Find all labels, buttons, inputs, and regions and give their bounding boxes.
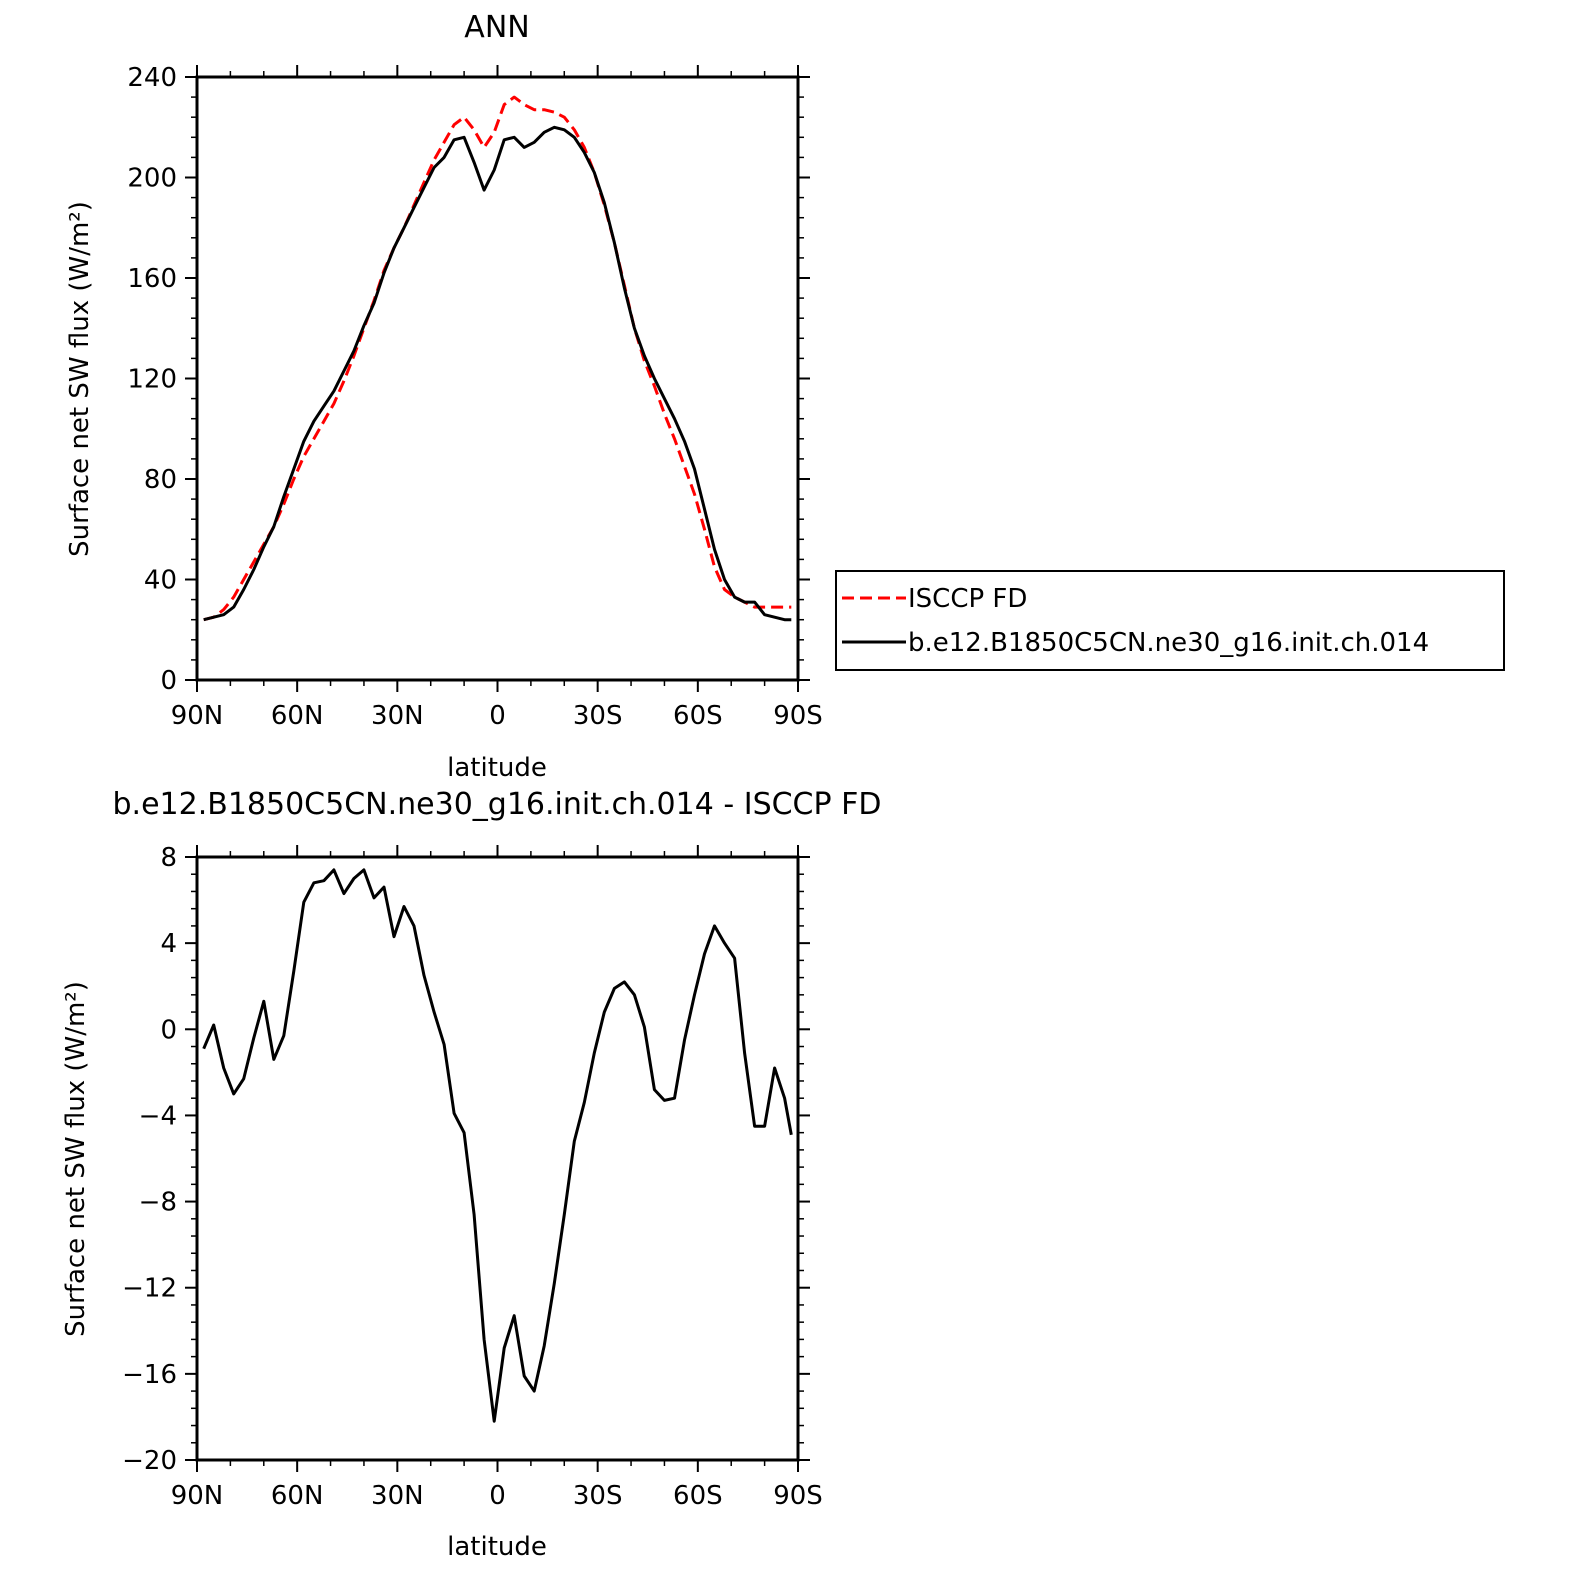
y-tick-label: −16	[122, 1360, 177, 1390]
x-tick-label: 30S	[573, 701, 623, 731]
y-tick-label: −4	[139, 1101, 177, 1131]
difference-chart: b.e12.B1850C5CN.ne30_g16.init.ch.014 - I…	[61, 787, 881, 1562]
ticks-layer: 90N 60N 30N 0 30S 60S 90S −20 −16 −12 −8 −4 0 4 8	[122, 843, 823, 1511]
legend-frame	[835, 570, 1505, 671]
mean-flux-chart: ANN 90N 60N 30N 0 30S 60S 90S 0 40 80 120 160 200 240…	[65, 10, 823, 783]
x-tick-label: 0	[489, 701, 506, 731]
x-tick-label: 30S	[573, 1481, 623, 1511]
x-axis-title: latitude	[447, 1532, 547, 1562]
y-tick-label: 8	[160, 843, 177, 873]
x-tick-label: 30N	[371, 701, 424, 731]
legend-label-model: b.e12.B1850C5CN.ne30_g16.init.ch.014	[908, 628, 1429, 658]
y-axis-title: Surface net SW flux (W/m²)	[61, 981, 91, 1337]
x-tick-label: 60N	[271, 701, 324, 731]
y-tick-label: 80	[144, 465, 177, 495]
series-line-1	[203, 125, 792, 622]
x-axis-title: latitude	[447, 753, 547, 783]
x-tick-label: 60S	[673, 701, 723, 731]
series-line-0	[203, 95, 792, 622]
y-tick-label: 160	[127, 264, 177, 294]
x-tick-label: 60S	[673, 1481, 723, 1511]
y-tick-label: 40	[144, 566, 177, 596]
chart-title: ANN	[464, 10, 529, 45]
legend-label-isccp: ISCCP FD	[908, 584, 1027, 614]
x-tick-label: 90S	[773, 701, 823, 731]
x-tick-label: 0	[489, 1481, 506, 1511]
y-axis-title: Surface net SW flux (W/m²)	[65, 201, 95, 557]
chart-title: b.e12.B1850C5CN.ne30_g16.init.ch.014 - I…	[113, 787, 882, 822]
y-tick-label: 120	[127, 365, 177, 395]
ticks-layer: 90N 60N 30N 0 30S 60S 90S 0 40 80 120 160 200 240	[127, 63, 822, 731]
series-layer	[203, 95, 792, 622]
plot-frame	[195, 75, 800, 682]
x-tick-label: 30N	[371, 1481, 424, 1511]
legend: ISCCP FD b.e12.B1850C5CN.ne30_g16.init.c…	[835, 570, 1505, 671]
y-tick-label: 240	[127, 63, 177, 93]
x-tick-label: 90N	[171, 701, 224, 731]
y-tick-label: 200	[127, 164, 177, 194]
y-tick-label: −20	[122, 1446, 177, 1476]
y-tick-label: −12	[122, 1274, 177, 1304]
series-line-0	[202, 868, 793, 1423]
series-layer	[202, 868, 793, 1423]
x-tick-label: 90S	[773, 1481, 823, 1511]
y-tick-label: 0	[160, 1015, 177, 1045]
x-tick-label: 60N	[271, 1481, 324, 1511]
y-tick-label: −8	[139, 1188, 177, 1218]
y-tick-label: 0	[160, 666, 177, 696]
y-tick-label: 4	[160, 929, 177, 959]
x-tick-label: 90N	[171, 1481, 224, 1511]
